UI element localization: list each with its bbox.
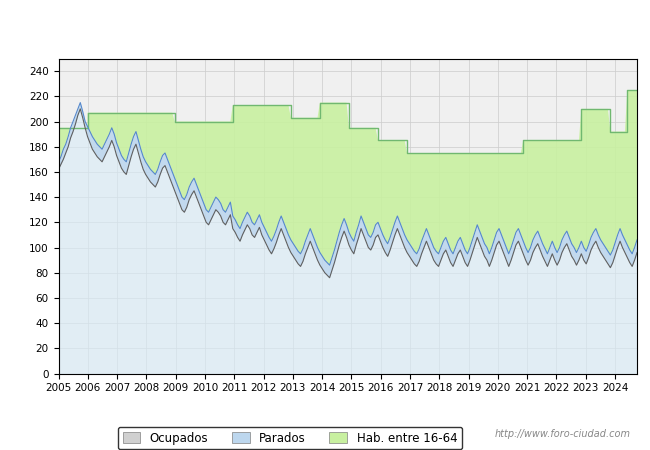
Text: Brazuelo - Evolucion de la poblacion en edad de Trabajar Septiembre de 2024: Brazuelo - Evolucion de la poblacion en … bbox=[44, 18, 606, 31]
Legend: Ocupados, Parados, Hab. entre 16-64: Ocupados, Parados, Hab. entre 16-64 bbox=[118, 427, 462, 450]
Text: http://www.foro-ciudad.com: http://www.foro-ciudad.com bbox=[495, 429, 630, 439]
